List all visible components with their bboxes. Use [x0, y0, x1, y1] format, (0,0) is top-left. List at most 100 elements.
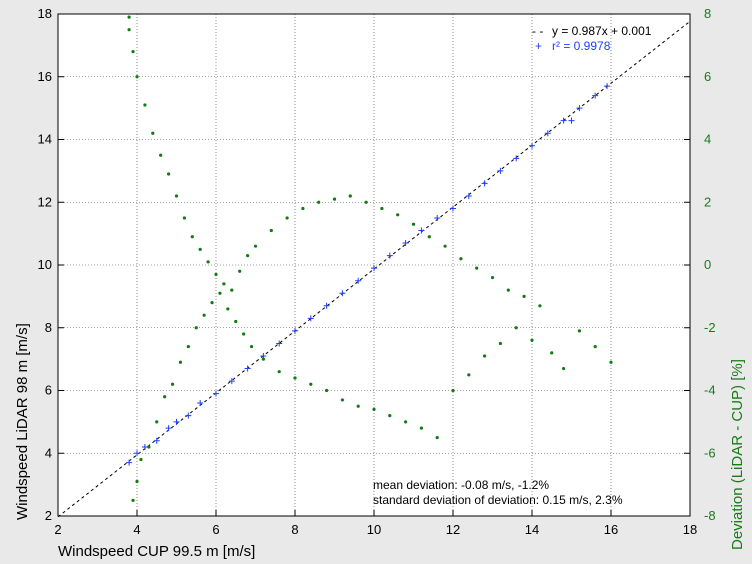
windspeed-point — [276, 340, 283, 347]
x-tick-label: 14 — [525, 522, 539, 537]
y2-tick-label: 4 — [704, 132, 711, 147]
windspeed-point — [560, 117, 567, 124]
x-tick-labels: 2 4 6 8 10 12 14 16 18 — [54, 522, 697, 537]
deviation-point — [490, 275, 495, 280]
deviation-point — [186, 344, 190, 349]
deviation-point — [309, 382, 313, 386]
windspeed-point — [604, 83, 611, 90]
deviation-point — [253, 244, 258, 248]
y-tick-label: 10 — [38, 257, 52, 272]
y-tick-label: 6 — [45, 383, 52, 398]
plot-frame — [57, 13, 691, 517]
y2-tick-label: -4 — [704, 383, 716, 398]
windspeed-point — [244, 365, 251, 372]
deviation-point — [277, 370, 281, 374]
annotation-std-deviation: standard deviation of deviation: 0.15 m/… — [373, 493, 623, 507]
windspeed-point — [386, 252, 393, 259]
deviation-point — [348, 194, 352, 198]
deviation-point — [170, 382, 175, 386]
deviation-point — [198, 247, 202, 251]
windspeed-point — [292, 327, 298, 334]
deviation-point — [396, 213, 400, 217]
deviation-point — [380, 206, 384, 211]
deviation-point — [562, 366, 566, 371]
deviation-point — [301, 206, 305, 211]
deviation-point — [451, 388, 455, 393]
deviation-point — [261, 357, 265, 361]
deviation-point — [222, 282, 226, 286]
windspeed-point — [126, 459, 133, 466]
y2-tick-label: 6 — [704, 69, 711, 84]
deviation-point — [167, 172, 171, 176]
y2-axis-label: Deviation (LiDAR - CUP) [%] — [729, 359, 746, 550]
x-tick-label: 6 — [212, 522, 219, 537]
deviation-point — [609, 360, 613, 364]
y-tick-label: 2 — [45, 508, 52, 523]
deviation-point — [269, 228, 273, 233]
deviation-point — [135, 479, 139, 484]
annotation-mean-deviation: mean deviation: -0.08 m/s, -1.2% — [373, 478, 549, 492]
windspeed-point — [153, 437, 160, 444]
deviation-point — [388, 414, 392, 418]
windspeed-point — [228, 378, 235, 385]
deviation-point — [404, 420, 408, 424]
deviation-point — [230, 288, 234, 292]
deviation-point — [190, 235, 194, 239]
deviation-point — [127, 28, 131, 32]
deviation-point — [249, 344, 254, 349]
deviation-point — [194, 326, 198, 330]
legend-r2-label: r² = 0.9978 — [552, 39, 611, 53]
y2-tick-label: -6 — [704, 445, 716, 460]
deviation-point — [467, 373, 471, 377]
windspeed-point — [173, 418, 180, 425]
deviation-point — [435, 435, 439, 440]
legend: - - y = 0.987x + 0.001 + r² = 0.9978 — [532, 24, 652, 53]
windspeed-point — [544, 130, 551, 137]
deviation-point — [246, 253, 250, 258]
legend-fit-label: y = 0.987x + 0.001 — [552, 24, 652, 38]
deviation-point — [159, 153, 163, 157]
deviation-point — [238, 269, 242, 273]
deviation-point — [131, 50, 135, 54]
deviation-point — [514, 326, 518, 330]
deviation-point — [340, 398, 344, 402]
y-axis-label: Windspeed LiDAR 98 m [m/s] — [14, 323, 31, 520]
deviation-point — [364, 200, 368, 204]
deviation-point — [135, 75, 139, 79]
y2-tick-label: -8 — [704, 508, 716, 523]
deviation-point — [593, 344, 597, 349]
windspeed-point — [165, 425, 172, 432]
y-tick-labels: 2 4 6 8 10 12 14 16 18 — [38, 6, 52, 523]
deviation-point — [234, 319, 238, 324]
y2-tick-label: -2 — [704, 320, 716, 335]
windspeed-points — [126, 83, 611, 466]
windspeed-point — [134, 450, 140, 457]
deviation-point — [332, 197, 337, 201]
deviation-point — [285, 216, 289, 220]
windspeed-point — [339, 290, 346, 297]
windspeed-point — [465, 192, 472, 199]
grid-lines — [57, 13, 691, 517]
y2-tick-label: 8 — [704, 6, 711, 21]
deviation-point — [242, 332, 246, 336]
deviation-point — [131, 498, 135, 502]
windspeed-point — [323, 302, 330, 309]
windspeed-point — [197, 400, 204, 407]
windspeed-point — [568, 117, 575, 124]
windspeed-point — [434, 214, 441, 221]
deviation-point — [178, 360, 183, 364]
deviation-point — [202, 313, 206, 317]
y2-tick-labels: -8 -6 -4 -2 0 2 4 6 8 — [704, 6, 716, 523]
x-tick-label: 2 — [54, 522, 61, 537]
x-tick-label: 12 — [446, 522, 460, 537]
deviation-point — [143, 103, 147, 107]
deviation-point — [151, 131, 155, 135]
x-tick-label: 10 — [367, 522, 381, 537]
windspeed-point — [141, 443, 148, 450]
y-tick-label: 18 — [38, 6, 52, 21]
windspeed-point — [497, 167, 504, 174]
deviation-point — [214, 272, 218, 277]
legend-fit-marker: - - — [532, 24, 543, 38]
deviation-point — [483, 354, 487, 358]
